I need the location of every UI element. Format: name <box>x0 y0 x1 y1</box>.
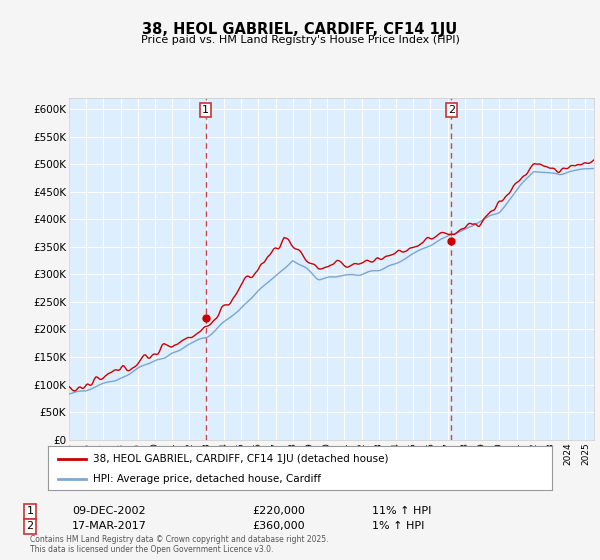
Text: HPI: Average price, detached house, Cardiff: HPI: Average price, detached house, Card… <box>94 474 322 484</box>
Text: 09-DEC-2002: 09-DEC-2002 <box>72 506 146 516</box>
Text: 1% ↑ HPI: 1% ↑ HPI <box>372 521 424 531</box>
Text: 2: 2 <box>448 105 455 115</box>
Text: 38, HEOL GABRIEL, CARDIFF, CF14 1JU: 38, HEOL GABRIEL, CARDIFF, CF14 1JU <box>142 22 458 38</box>
Text: Contains HM Land Registry data © Crown copyright and database right 2025.
This d: Contains HM Land Registry data © Crown c… <box>30 535 329 554</box>
Text: 1: 1 <box>202 105 209 115</box>
Text: 17-MAR-2017: 17-MAR-2017 <box>72 521 147 531</box>
Text: Price paid vs. HM Land Registry's House Price Index (HPI): Price paid vs. HM Land Registry's House … <box>140 35 460 45</box>
Text: 1: 1 <box>26 506 34 516</box>
Text: 2: 2 <box>26 521 34 531</box>
Text: £220,000: £220,000 <box>252 506 305 516</box>
Text: £360,000: £360,000 <box>252 521 305 531</box>
Text: 38, HEOL GABRIEL, CARDIFF, CF14 1JU (detached house): 38, HEOL GABRIEL, CARDIFF, CF14 1JU (det… <box>94 454 389 464</box>
Text: 11% ↑ HPI: 11% ↑ HPI <box>372 506 431 516</box>
